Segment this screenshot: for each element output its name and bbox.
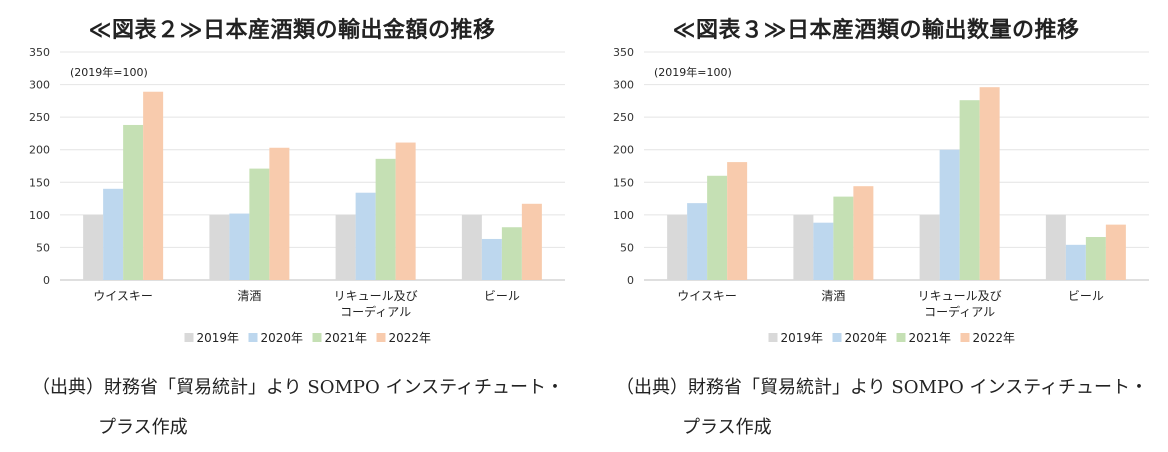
bar <box>1065 244 1086 280</box>
x-category-label: ウイスキー <box>93 289 153 303</box>
bar <box>919 214 940 280</box>
bar <box>1045 214 1066 280</box>
y-tick-label: 250 <box>29 111 50 124</box>
bar <box>727 162 748 280</box>
legend-swatch <box>184 333 194 342</box>
legend-swatch <box>248 333 258 342</box>
y-tick-label: 0 <box>627 274 634 287</box>
bar <box>335 214 356 280</box>
bar <box>143 91 164 280</box>
source-note: （出典）財務省「貿易統計」より SOMPO インスティチュート・ プラス作成 <box>32 368 577 448</box>
legend-swatch <box>896 333 906 342</box>
bar <box>687 203 708 280</box>
y-tick-label: 350 <box>29 46 50 59</box>
y-tick-label: 150 <box>29 176 50 189</box>
y-tick-label: 250 <box>613 111 634 124</box>
chart-title: ≪図表２≫日本産酒類の輸出金額の推移 <box>88 18 496 43</box>
legend-label: 2020年 <box>845 331 888 345</box>
bar <box>979 87 1000 280</box>
y-tick-label: 100 <box>29 209 50 222</box>
source-line-1: （出典）財務省「貿易統計」より SOMPO インスティチュート・ <box>32 377 565 398</box>
bar <box>229 213 250 280</box>
x-category-label: ビール <box>1068 289 1104 303</box>
bar <box>209 214 230 280</box>
y-tick-label: 350 <box>613 46 634 59</box>
bar <box>461 214 482 280</box>
legend-label: 2019年 <box>781 331 824 345</box>
legend-label: 2020年 <box>261 331 304 345</box>
legend-swatch <box>312 333 322 342</box>
legend-label: 2019年 <box>197 331 240 345</box>
bar <box>939 149 960 280</box>
y-tick-label: 200 <box>29 144 50 157</box>
y-tick-label: 300 <box>613 79 634 92</box>
x-category-label: ビール <box>484 289 520 303</box>
x-category-label: 清酒 <box>821 289 845 303</box>
bar <box>833 196 854 280</box>
bar <box>395 142 416 280</box>
legend-swatch <box>376 333 386 342</box>
source-line-2: プラス作成 <box>682 417 772 438</box>
bar <box>355 192 376 280</box>
bar <box>103 188 124 280</box>
bar <box>667 214 688 280</box>
chart-title: ≪図表３≫日本産酒類の輸出数量の推移 <box>672 18 1080 43</box>
bar <box>83 214 104 280</box>
legend-label: 2021年 <box>325 331 368 345</box>
bar <box>375 158 396 280</box>
x-category-label: ウイスキー <box>677 289 737 303</box>
bar <box>1085 237 1106 280</box>
x-category-label: 清酒 <box>237 289 261 303</box>
y-tick-label: 300 <box>29 79 50 92</box>
bar <box>1105 224 1126 280</box>
x-category-label: リキュール及びコーディアル <box>918 289 1002 319</box>
source-line-1: （出典）財務省「貿易統計」より SOMPO インスティチュート・ <box>616 377 1149 398</box>
y-tick-label: 0 <box>43 274 50 287</box>
bar <box>521 203 542 280</box>
bar <box>707 175 728 280</box>
legend-label: 2022年 <box>973 331 1016 345</box>
chart-panel-export-volume: ≪図表３≫日本産酒類の輸出数量の推移 0 50 100 150 200 250 300 350… <box>584 0 1168 452</box>
y-tick-label: 50 <box>36 241 50 254</box>
y-tick-label: 50 <box>620 241 634 254</box>
legend-swatch <box>960 333 970 342</box>
legend-label: 2022年 <box>389 331 432 345</box>
x-category-label: リキュール及びコーディアル <box>334 289 418 319</box>
base-year-note: (2019年=100) <box>654 65 732 79</box>
legend-label: 2021年 <box>909 331 952 345</box>
bar <box>959 100 980 280</box>
bar-chart-export-volume: 0 50 100 150 200 250 300 350 (2019年=100) ウイスキー 清酒 リ… <box>613 46 1149 345</box>
bar <box>501 227 522 280</box>
bar <box>813 222 834 280</box>
legend-swatch <box>832 333 842 342</box>
bar <box>123 124 144 281</box>
bar-chart-export-value: 0 50 100 150 200 250 300 350 (2019年=100) ウイスキー 清酒 リ… <box>29 46 565 345</box>
chart-panel-export-value: ≪図表２≫日本産酒類の輸出金額の推移 0 50 100 150 200 250 300 350… <box>29 18 577 448</box>
source-line-2: プラス作成 <box>98 417 188 438</box>
bar <box>249 168 270 280</box>
bar <box>269 147 290 280</box>
legend-swatch <box>768 333 778 342</box>
source-note: （出典）財務省「貿易統計」より SOMPO インスティチュート・ プラス作成 <box>616 368 1161 448</box>
bar <box>793 214 814 280</box>
bar <box>481 238 502 280</box>
base-year-note: (2019年=100) <box>70 65 148 79</box>
bar <box>853 186 874 280</box>
y-tick-label: 100 <box>613 209 634 222</box>
y-tick-label: 150 <box>613 176 634 189</box>
y-tick-label: 200 <box>613 144 634 157</box>
